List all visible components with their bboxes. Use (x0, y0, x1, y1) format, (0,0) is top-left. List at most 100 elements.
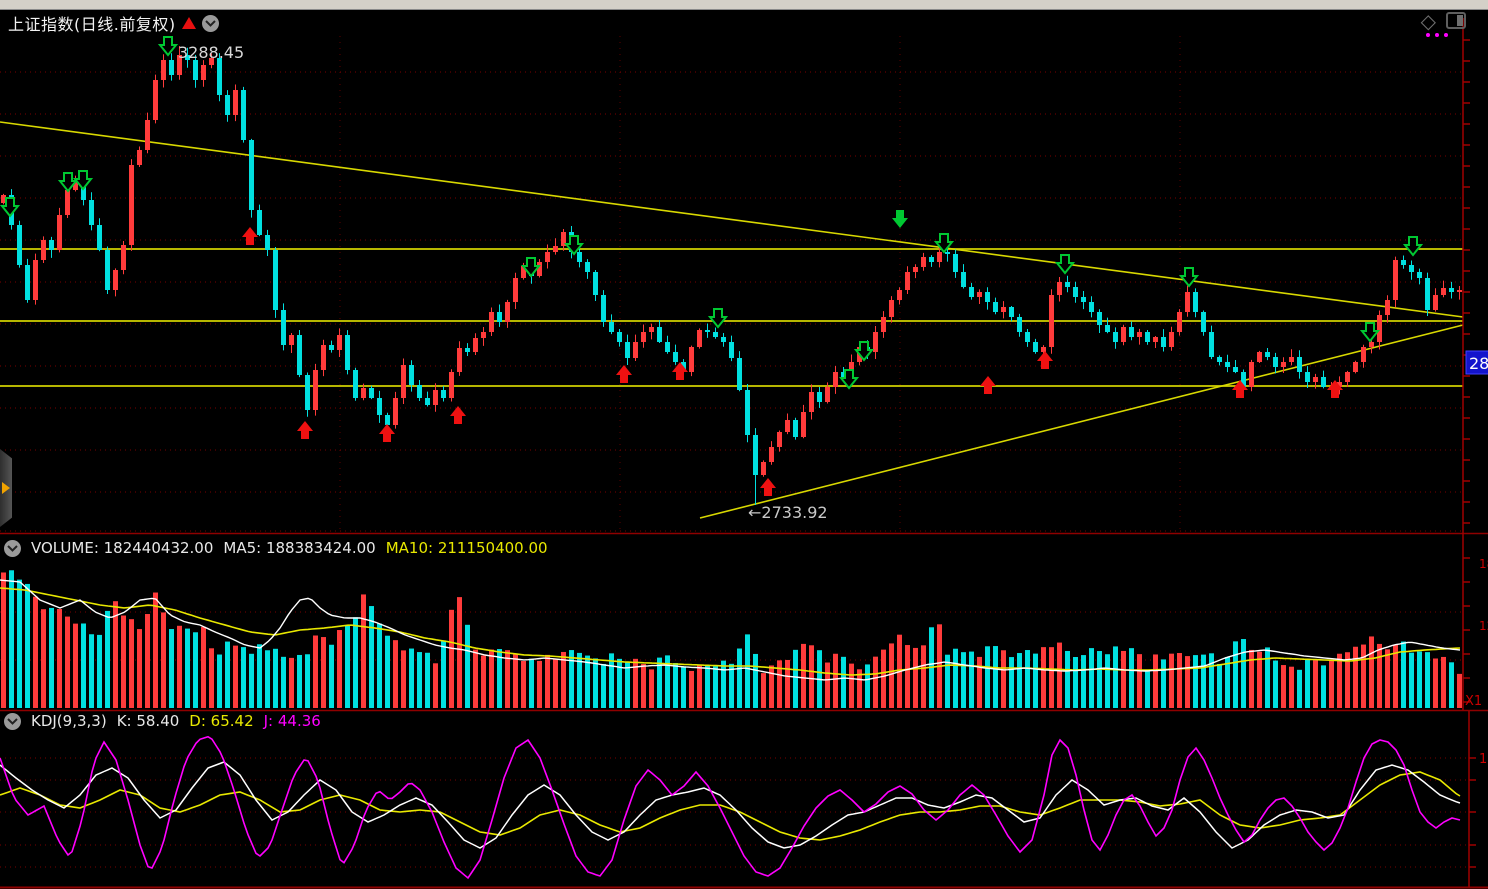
buy-arrow-marker (760, 478, 776, 496)
candle (1345, 370, 1350, 388)
volume-ma10-line (0, 587, 1461, 676)
candle (121, 241, 126, 275)
volume-bar (1073, 657, 1078, 708)
volume-bar (1161, 659, 1166, 708)
sell-hollow-arrow-marker (1178, 267, 1200, 288)
candle (393, 391, 398, 429)
volume-bar (201, 626, 206, 708)
volume-bar (1033, 653, 1038, 708)
candle (1209, 325, 1214, 360)
volume-bar (537, 660, 542, 708)
volume-bar (1121, 650, 1126, 708)
volume-bar (449, 609, 454, 708)
candle (113, 268, 118, 297)
candle (993, 297, 998, 315)
candle (1009, 305, 1014, 322)
candle (537, 259, 542, 278)
volume-bar (961, 652, 966, 708)
volume-bar (33, 596, 38, 708)
volume-bar (241, 647, 246, 708)
volume-bar (665, 655, 670, 708)
volume-bar (785, 659, 790, 708)
candle (729, 335, 734, 362)
candle (145, 112, 150, 154)
collapse-chevron-icon[interactable] (201, 14, 219, 32)
volume-bar (1001, 650, 1006, 708)
candle (337, 328, 342, 357)
candle (673, 344, 678, 365)
buy-arrow-marker (980, 376, 996, 394)
volume-bar (1321, 665, 1326, 708)
sell-hollow-arrow-marker (520, 257, 542, 278)
volume-bar (993, 646, 998, 708)
volume-bar (185, 628, 190, 708)
volume-pane-header: VOLUME: 182440432.00 MA5: 188383424.00 M… (4, 539, 548, 557)
volume-bar (81, 623, 86, 708)
candle (217, 53, 222, 102)
candle (161, 54, 166, 88)
candle (1433, 288, 1438, 312)
candle (1313, 373, 1318, 389)
volume-bar (713, 666, 718, 708)
volume-bar (1081, 655, 1086, 708)
candle (369, 385, 374, 400)
volume-bar (841, 656, 846, 708)
volume-bar (617, 658, 622, 708)
candle (1017, 313, 1022, 337)
volume-bar (1289, 666, 1294, 708)
candle (297, 330, 302, 378)
kdj-d-line (0, 771, 1461, 841)
volume-bar (1065, 650, 1070, 708)
volume-bar (833, 653, 838, 708)
candle (33, 253, 38, 305)
volume-bar (1145, 669, 1150, 708)
volume-bar (697, 665, 702, 708)
volume-bar (969, 651, 974, 708)
volume-bar (529, 658, 534, 708)
candle (745, 383, 750, 443)
candle (1097, 309, 1102, 333)
volume-bar (473, 649, 478, 708)
candle (617, 328, 622, 347)
grid-layer (0, 36, 1469, 868)
candle (153, 74, 158, 124)
buy-arrow-marker (672, 362, 688, 380)
candle (625, 334, 630, 366)
candle (961, 264, 966, 289)
buy-arrow-marker (1232, 380, 1248, 398)
candle (1129, 321, 1134, 341)
volume-bar (257, 644, 262, 708)
volume-collapse-icon[interactable] (4, 539, 21, 557)
corner-icons: ◇ (1420, 9, 1466, 33)
current-price-text: 28 (1469, 354, 1488, 373)
candle (833, 365, 838, 394)
volume-bar (777, 660, 782, 708)
menu-dots-icon[interactable] (1426, 33, 1448, 37)
volume-bars-layer (1, 570, 1462, 708)
volume-bar (1017, 653, 1022, 708)
candle (97, 218, 102, 252)
candle (929, 255, 934, 267)
volume-bar (945, 654, 950, 708)
candle (1, 193, 6, 205)
candle (473, 333, 478, 356)
sidebar-expand-handle[interactable] (0, 449, 12, 527)
volume-bar (153, 592, 158, 708)
volume-bar (25, 583, 30, 708)
volume-bar (289, 657, 294, 708)
volume-bar (761, 673, 766, 708)
candle (825, 382, 830, 404)
panel-layout-icon[interactable] (1446, 12, 1466, 29)
volume-bar (1097, 651, 1102, 708)
candle (1081, 290, 1086, 310)
volume-bar (217, 654, 222, 708)
candle (89, 192, 94, 231)
candle (257, 204, 262, 237)
volume-bar (521, 661, 526, 708)
diamond-icon[interactable]: ◇ (1420, 9, 1436, 33)
volume-bar (769, 665, 774, 708)
candle (177, 46, 182, 80)
candle (953, 249, 958, 278)
kdj-collapse-icon[interactable] (4, 712, 21, 730)
